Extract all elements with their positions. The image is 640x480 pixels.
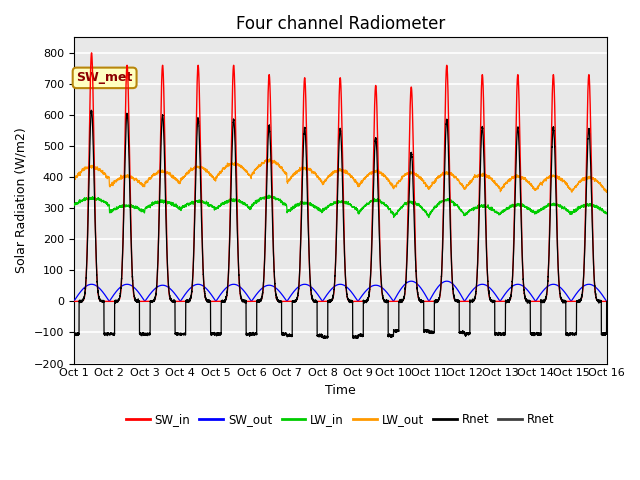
- X-axis label: Time: Time: [325, 384, 356, 397]
- Y-axis label: Solar Radiation (W/m2): Solar Radiation (W/m2): [15, 128, 28, 273]
- Title: Four channel Radiometer: Four channel Radiometer: [236, 15, 445, 33]
- Text: SW_met: SW_met: [76, 72, 133, 84]
- Legend: SW_in, SW_out, LW_in, LW_out, Rnet, Rnet: SW_in, SW_out, LW_in, LW_out, Rnet, Rnet: [121, 408, 559, 431]
